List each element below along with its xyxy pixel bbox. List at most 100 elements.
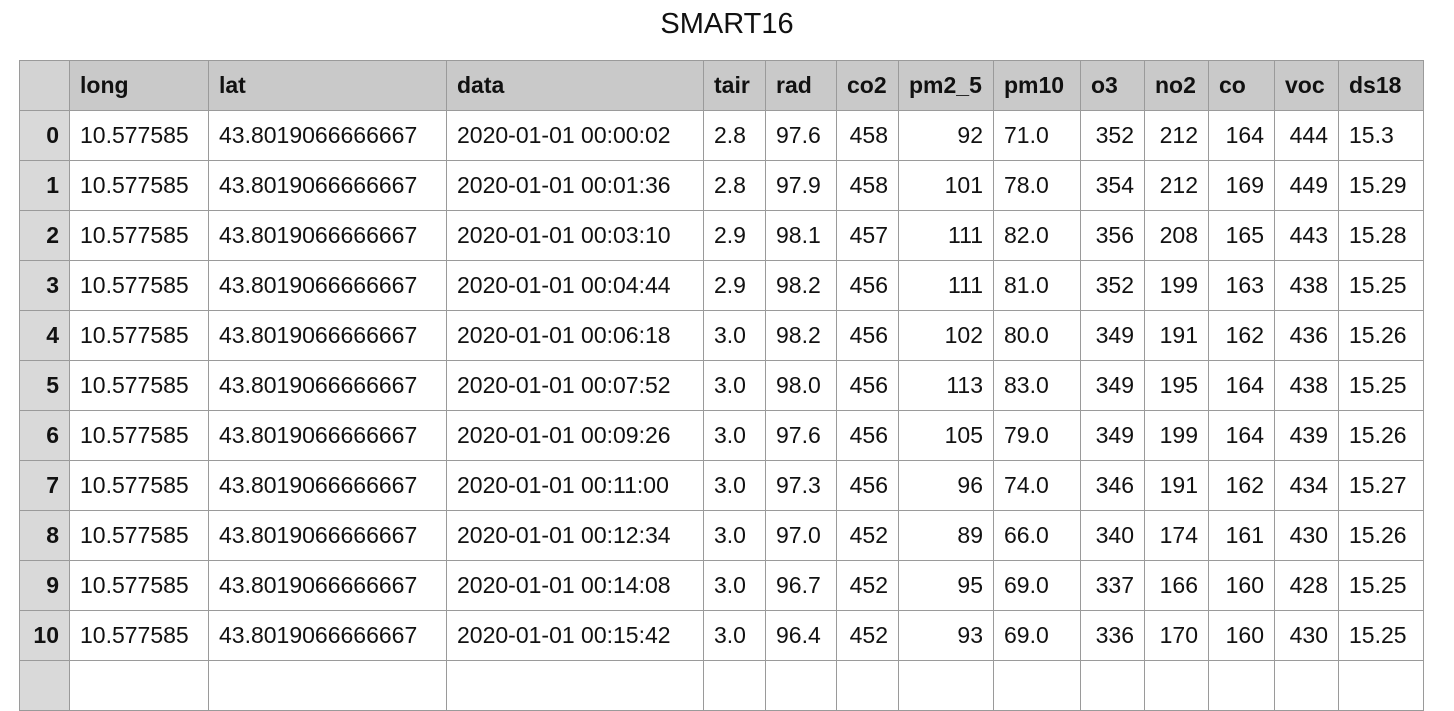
table-cell-tair[interactable]: 3.0 xyxy=(703,610,766,661)
table-cell-pm2_5[interactable]: 96 xyxy=(898,460,994,511)
table-cell-co2[interactable]: 456 xyxy=(836,260,899,311)
table-cell-rad[interactable]: 96.7 xyxy=(765,560,837,611)
table-cell-ds18[interactable]: 15.26 xyxy=(1338,310,1424,361)
table-cell-rad[interactable]: 97.6 xyxy=(765,110,837,161)
column-header[interactable]: rad xyxy=(765,60,837,111)
table-cell-co2[interactable]: 457 xyxy=(836,210,899,261)
table-cell-pm10[interactable]: 66.0 xyxy=(993,510,1081,561)
table-cell-o3[interactable]: 337 xyxy=(1080,560,1145,611)
table-row[interactable]: 5 10.577585 43.8019066666667 2020-01-01 00:… xyxy=(19,360,1424,411)
table-cell-co[interactable]: 162 xyxy=(1208,310,1275,361)
table-cell-co[interactable]: 164 xyxy=(1208,360,1275,411)
table-cell-no2[interactable]: 212 xyxy=(1144,160,1209,211)
table-cell-long[interactable]: 10.577585 xyxy=(69,110,209,161)
table-cell-co[interactable]: 162 xyxy=(1208,460,1275,511)
table-cell-pm10[interactable]: 82.0 xyxy=(993,210,1081,261)
table-cell-no2[interactable]: 166 xyxy=(1144,560,1209,611)
table-cell-voc[interactable]: 436 xyxy=(1274,310,1339,361)
column-header[interactable]: ds18 xyxy=(1338,60,1424,111)
table-cell-tair[interactable]: 3.0 xyxy=(703,510,766,561)
table-cell-pm10[interactable]: 81.0 xyxy=(993,260,1081,311)
table-cell-ds18[interactable]: 15.28 xyxy=(1338,210,1424,261)
table-cell-voc[interactable]: 449 xyxy=(1274,160,1339,211)
column-header[interactable]: co2 xyxy=(836,60,899,111)
table-row[interactable]: 7 10.577585 43.8019066666667 2020-01-01 00:… xyxy=(19,460,1424,511)
table-cell-rad[interactable]: 98.2 xyxy=(765,260,837,311)
table-cell-rad[interactable]: 97.9 xyxy=(765,160,837,211)
table-cell-o3[interactable]: 352 xyxy=(1080,260,1145,311)
table-cell-rad[interactable]: 98.0 xyxy=(765,360,837,411)
column-header[interactable]: long xyxy=(69,60,209,111)
table-cell-long[interactable]: 10.577585 xyxy=(69,410,209,461)
table-cell-no2[interactable]: 199 xyxy=(1144,260,1209,311)
table-cell-voc[interactable]: 439 xyxy=(1274,410,1339,461)
table-cell-lat[interactable]: 43.8019066666667 xyxy=(208,410,447,461)
table-cell-long[interactable]: 10.577585 xyxy=(69,310,209,361)
table-cell-ds18[interactable]: 15.3 xyxy=(1338,110,1424,161)
table-row[interactable]: 10 10.577585 43.8019066666667 2020-01-01 00… xyxy=(19,610,1424,661)
table-cell-co2[interactable]: 452 xyxy=(836,510,899,561)
table-cell-voc[interactable]: 438 xyxy=(1274,260,1339,311)
table-cell-ds18[interactable]: 15.25 xyxy=(1338,260,1424,311)
table-cell-co[interactable]: 164 xyxy=(1208,410,1275,461)
table-cell-pm2_5[interactable]: 89 xyxy=(898,510,994,561)
table-cell-ds18[interactable]: 15.25 xyxy=(1338,360,1424,411)
column-header[interactable]: co xyxy=(1208,60,1275,111)
table-cell-ds18[interactable]: 15.25 xyxy=(1338,560,1424,611)
table-cell-pm2_5[interactable]: 92 xyxy=(898,110,994,161)
table-cell-lat[interactable]: 43.8019066666667 xyxy=(208,610,447,661)
table-cell-o3[interactable]: 354 xyxy=(1080,160,1145,211)
table-cell-lat[interactable]: 43.8019066666667 xyxy=(208,510,447,561)
table-cell-pm10[interactable]: 78.0 xyxy=(993,160,1081,211)
table-cell-pm2_5[interactable]: 105 xyxy=(898,410,994,461)
table-cell-no2[interactable]: 212 xyxy=(1144,110,1209,161)
table-cell-tair[interactable]: 3.0 xyxy=(703,460,766,511)
table-cell-pm2_5[interactable]: 111 xyxy=(898,210,994,261)
table-row[interactable]: 6 10.577585 43.8019066666667 2020-01-01 00:… xyxy=(19,410,1424,461)
table-cell-long[interactable]: 10.577585 xyxy=(69,160,209,211)
table-cell-o3[interactable]: 349 xyxy=(1080,360,1145,411)
column-header[interactable]: pm2_5 xyxy=(898,60,994,111)
table-cell-data[interactable]: 2020-01-01 00:12:34 xyxy=(446,510,704,561)
column-header[interactable]: no2 xyxy=(1144,60,1209,111)
table-cell-tair[interactable]: 2.9 xyxy=(703,210,766,261)
table-cell-long[interactable]: 10.577585 xyxy=(69,460,209,511)
table-cell-co[interactable]: 161 xyxy=(1208,510,1275,561)
table-cell-data[interactable]: 2020-01-01 00:00:02 xyxy=(446,110,704,161)
table-cell-no2[interactable]: 208 xyxy=(1144,210,1209,261)
table-cell-ds18[interactable]: 15.29 xyxy=(1338,160,1424,211)
table-row[interactable]: 8 10.577585 43.8019066666667 2020-01-01 00:… xyxy=(19,510,1424,561)
table-cell-rad[interactable]: 98.2 xyxy=(765,310,837,361)
table-cell-co[interactable]: 163 xyxy=(1208,260,1275,311)
table-cell-co2[interactable]: 456 xyxy=(836,460,899,511)
table-cell-data[interactable]: 2020-01-01 00:15:42 xyxy=(446,610,704,661)
table-cell-tair[interactable]: 2.8 xyxy=(703,160,766,211)
table-cell-data[interactable]: 2020-01-01 00:11:00 xyxy=(446,460,704,511)
column-header[interactable]: lat xyxy=(208,60,447,111)
table-cell-pm10[interactable]: 80.0 xyxy=(993,310,1081,361)
table-cell-o3[interactable]: 349 xyxy=(1080,310,1145,361)
table-cell-long[interactable]: 10.577585 xyxy=(69,260,209,311)
table-cell-long[interactable]: 10.577585 xyxy=(69,610,209,661)
table-row[interactable]: 9 10.577585 43.8019066666667 2020-01-01 00:… xyxy=(19,560,1424,611)
table-cell-pm10[interactable]: 83.0 xyxy=(993,360,1081,411)
table-cell-voc[interactable]: 430 xyxy=(1274,510,1339,561)
table-cell-long[interactable]: 10.577585 xyxy=(69,560,209,611)
column-header[interactable]: tair xyxy=(703,60,766,111)
table-cell-o3[interactable]: 349 xyxy=(1080,410,1145,461)
table-cell-voc[interactable]: 430 xyxy=(1274,610,1339,661)
table-cell-ds18[interactable]: 15.26 xyxy=(1338,410,1424,461)
table-cell-co2[interactable]: 458 xyxy=(836,160,899,211)
table-cell-lat[interactable]: 43.8019066666667 xyxy=(208,210,447,261)
table-cell-no2[interactable]: 191 xyxy=(1144,310,1209,361)
table-cell-lat[interactable]: 43.8019066666667 xyxy=(208,310,447,361)
table-row[interactable]: 2 10.577585 43.8019066666667 2020-01-01 00:… xyxy=(19,210,1424,261)
table-cell-ds18[interactable]: 15.25 xyxy=(1338,610,1424,661)
table-row[interactable]: 1 10.577585 43.8019066666667 2020-01-01 00:… xyxy=(19,160,1424,211)
table-cell-pm2_5[interactable]: 113 xyxy=(898,360,994,411)
table-cell-voc[interactable]: 428 xyxy=(1274,560,1339,611)
table-cell-pm2_5[interactable]: 102 xyxy=(898,310,994,361)
table-cell-rad[interactable]: 97.3 xyxy=(765,460,837,511)
table-cell-pm10[interactable]: 79.0 xyxy=(993,410,1081,461)
table-cell-co2[interactable]: 452 xyxy=(836,560,899,611)
